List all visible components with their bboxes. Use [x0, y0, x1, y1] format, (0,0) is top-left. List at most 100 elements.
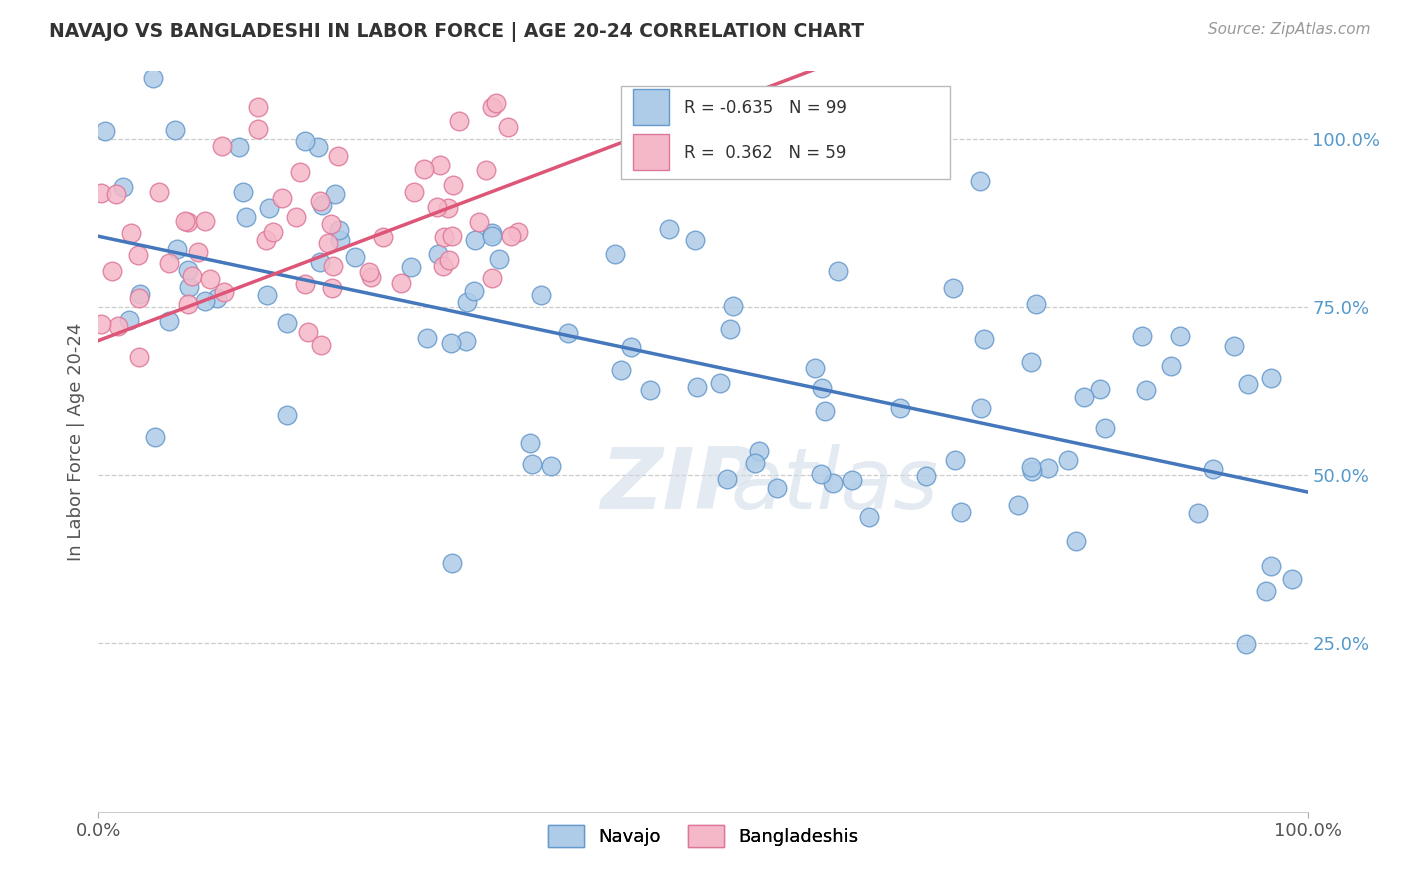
Point [609, 363, 631, 377]
Point [94, 124, 117, 138]
Point [319, 217, 342, 231]
Point [112, 180, 135, 194]
Point [716, 472, 738, 486]
Point [404, 185, 426, 199]
Point [488, 252, 510, 267]
Point [456, 294, 478, 309]
Point [307, 140, 329, 154]
Point [107, 318, 129, 333]
Point [432, 259, 454, 273]
Point [437, 252, 460, 267]
Point [506, 225, 529, 239]
Point [766, 482, 789, 496]
Point [198, 271, 221, 285]
Point [120, 226, 142, 240]
Point [1234, 637, 1257, 651]
Point [173, 213, 195, 227]
Point [177, 297, 200, 311]
Point [128, 350, 150, 364]
Point [1223, 339, 1246, 353]
Point [157, 255, 180, 269]
Point [1057, 453, 1080, 467]
Point [1094, 421, 1116, 435]
Point [485, 96, 508, 111]
Point [205, 291, 228, 305]
Point [914, 469, 936, 483]
Point [686, 380, 709, 394]
Point [942, 281, 965, 295]
Point [309, 255, 332, 269]
Point [1254, 584, 1277, 599]
Point [129, 287, 152, 301]
Point [100, 264, 122, 278]
Point [1073, 391, 1095, 405]
Point [519, 435, 541, 450]
Point [440, 229, 463, 244]
Point [720, 322, 742, 336]
Text: R = -0.635   N = 99: R = -0.635 N = 99 [683, 99, 846, 117]
Point [142, 71, 165, 86]
Point [360, 270, 382, 285]
Point [276, 316, 298, 330]
Point [496, 120, 519, 134]
Point [748, 443, 770, 458]
Point [540, 459, 562, 474]
Point [194, 293, 217, 308]
Point [321, 281, 343, 295]
Point [127, 248, 149, 262]
Point [436, 201, 458, 215]
Point [1202, 462, 1225, 476]
Point [814, 404, 837, 418]
Point [1170, 328, 1192, 343]
Point [311, 198, 333, 212]
Point [371, 229, 394, 244]
Point [329, 233, 352, 247]
Point [1036, 460, 1059, 475]
Point [821, 475, 844, 490]
Text: atlas: atlas [731, 444, 939, 527]
Point [426, 200, 449, 214]
Point [1130, 329, 1153, 343]
Point [344, 250, 367, 264]
Point [328, 223, 350, 237]
Point [90, 186, 112, 200]
Point [557, 326, 579, 340]
Point [464, 233, 486, 247]
Point [1281, 572, 1303, 586]
Point [309, 337, 332, 351]
Point [391, 276, 413, 290]
Point [235, 210, 257, 224]
Point [803, 360, 825, 375]
Point [177, 215, 200, 229]
Point [1090, 382, 1112, 396]
Point [709, 376, 731, 391]
Point [415, 331, 437, 345]
Point [177, 262, 200, 277]
Point [1025, 297, 1047, 311]
Point [262, 225, 284, 239]
Point [177, 280, 200, 294]
Point [325, 186, 347, 201]
Point [969, 401, 991, 416]
Point [1187, 507, 1209, 521]
Point [1160, 359, 1182, 374]
Point [211, 139, 233, 153]
Point [401, 260, 423, 274]
Point [294, 134, 316, 148]
Point [1021, 464, 1043, 478]
Point [463, 285, 485, 299]
Point [841, 473, 863, 487]
Point [658, 222, 681, 236]
Point [427, 246, 450, 260]
Point [166, 242, 188, 256]
Point [520, 457, 543, 471]
Point [456, 334, 478, 348]
Point [165, 123, 187, 137]
Point [1064, 534, 1087, 549]
Point [359, 264, 381, 278]
Point [744, 456, 766, 470]
Point [276, 408, 298, 422]
Point [413, 162, 436, 177]
Point [284, 211, 307, 225]
Point [228, 140, 250, 154]
